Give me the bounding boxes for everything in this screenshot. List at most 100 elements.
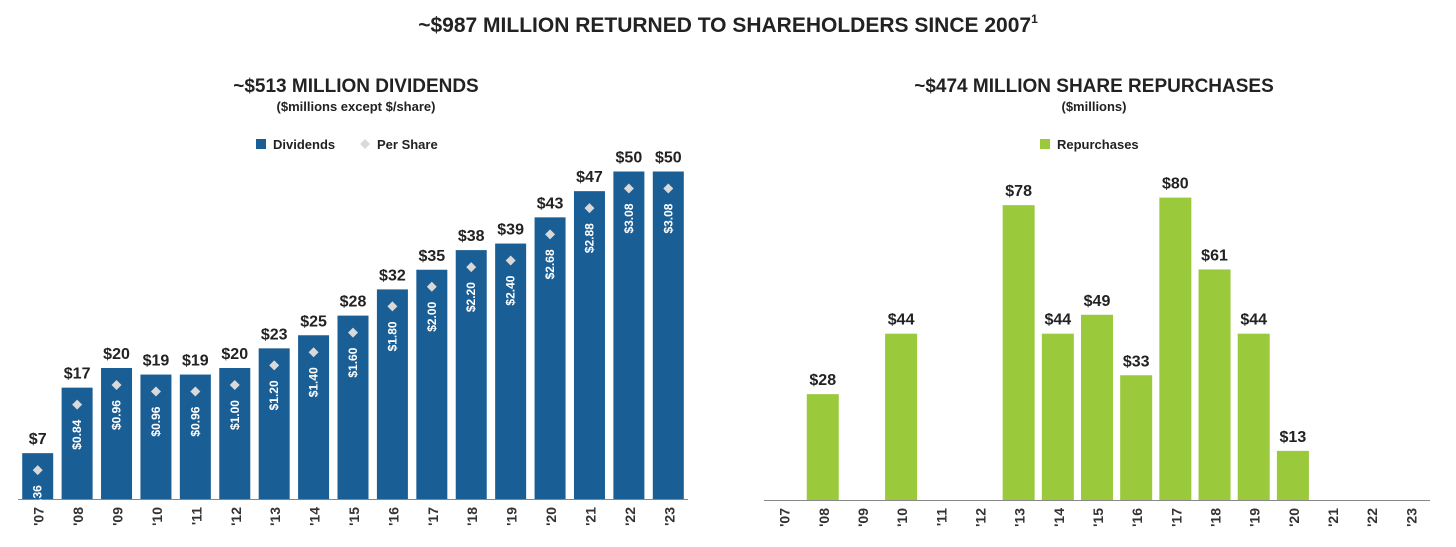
- x-tick-label: '21: [1325, 508, 1341, 527]
- bar-value-label: $80: [1162, 176, 1189, 193]
- x-tick-label: '20: [1286, 508, 1302, 527]
- bar: [1041, 333, 1074, 500]
- x-tick-label: '10: [149, 507, 165, 526]
- per-share-marker: [229, 380, 240, 390]
- bar: [495, 243, 527, 499]
- x-tick-label: '13: [1012, 508, 1028, 527]
- bar: [1120, 375, 1153, 500]
- per-share-marker: [111, 380, 122, 390]
- per-share-label: $3.08: [661, 203, 675, 233]
- bar: [1159, 197, 1192, 500]
- bar-value-label: $44: [1240, 312, 1267, 329]
- bar: [337, 315, 369, 499]
- chart-title: ~$513 MILLION DIVIDENDS: [233, 76, 478, 97]
- x-tick-label: '12: [972, 508, 988, 527]
- bar: [534, 217, 566, 499]
- per-share-label: $2.00: [425, 301, 439, 331]
- per-share-marker: [466, 262, 477, 273]
- per-share-marker: [623, 183, 634, 194]
- per-share-label: $1.40: [307, 367, 321, 397]
- x-tick-label: '23: [1403, 508, 1419, 527]
- bar-value-label: $39: [497, 222, 524, 239]
- bar: [1198, 269, 1231, 500]
- bar: [652, 171, 684, 499]
- legend-label-per-share: Per Share: [377, 137, 438, 152]
- bar: [885, 333, 918, 500]
- per-share-marker: [190, 386, 201, 397]
- dividends-chart: ~$513 MILLION DIVIDENDS ($millions except…: [18, 76, 688, 526]
- x-tick-label: '19: [1247, 508, 1263, 527]
- bar-value-label: $28: [809, 372, 836, 389]
- x-tick-label: '14: [307, 507, 323, 526]
- chart-subtitle: ($millions): [1061, 99, 1126, 114]
- repurchases-chart: ~$474 MILLION SHARE REPURCHASES ($million…: [764, 76, 1430, 527]
- x-tick-label: '10: [894, 508, 910, 527]
- bar-value-label: $19: [143, 353, 170, 370]
- bar-value-label: $17: [64, 366, 91, 383]
- bar: [298, 335, 330, 499]
- x-tick-label: '09: [855, 508, 871, 527]
- per-share-marker: [545, 229, 556, 240]
- bar-value-label: $32: [379, 267, 406, 284]
- per-share-label: $0.84: [70, 419, 84, 449]
- per-share-label: $0.36: [31, 485, 45, 515]
- x-tick-label: '07: [31, 507, 47, 526]
- bar-value-label: $50: [616, 150, 643, 167]
- per-share-marker: [426, 281, 437, 292]
- per-share-marker: [72, 399, 83, 410]
- per-share-label: $1.60: [346, 347, 360, 377]
- bar-value-label: $44: [888, 312, 915, 329]
- bar-value-label: $78: [1005, 183, 1032, 200]
- x-tick-label: '19: [504, 507, 520, 526]
- bar: [1002, 205, 1035, 500]
- x-tick-label: '22: [1364, 508, 1380, 527]
- per-share-marker: [269, 360, 280, 371]
- x-tick-label: '12: [228, 507, 244, 526]
- x-tick-label: '18: [464, 507, 480, 526]
- per-share-label: $2.40: [504, 275, 518, 305]
- per-share-label: $1.20: [267, 380, 281, 410]
- per-share-marker: [32, 465, 43, 476]
- bar: [455, 250, 487, 499]
- x-tick-label: '23: [661, 507, 677, 526]
- bar-value-label: $49: [1084, 293, 1111, 310]
- bar: [613, 171, 645, 499]
- per-share-marker: [308, 347, 319, 358]
- x-tick-label: '08: [816, 508, 832, 527]
- per-share-marker: [505, 255, 516, 266]
- x-tick-label: '11: [933, 508, 949, 526]
- per-share-label: $0.96: [110, 400, 124, 430]
- legend-swatch-dividends: [256, 139, 266, 149]
- x-tick-label: '22: [622, 507, 638, 526]
- x-tick-label: '15: [346, 507, 362, 526]
- bar-value-label: $35: [418, 248, 445, 265]
- bar: [416, 269, 448, 499]
- per-share-marker: [348, 327, 358, 338]
- per-share-label: $3.08: [622, 203, 636, 233]
- x-tick-label: '14: [1051, 508, 1067, 527]
- bar-value-label: $44: [1044, 312, 1071, 329]
- legend-swatch-per-share: [360, 139, 370, 149]
- x-tick-label: '15: [1090, 508, 1106, 527]
- x-tick-label: '21: [582, 507, 598, 526]
- x-tick-label: '17: [1168, 508, 1184, 527]
- bar: [22, 453, 54, 499]
- bar: [1081, 314, 1113, 500]
- x-tick-label: '11: [188, 507, 204, 525]
- x-tick-label: '13: [267, 507, 283, 526]
- per-share-marker: [387, 301, 398, 312]
- bar-value-label: $13: [1280, 429, 1307, 446]
- bar-value-label: $33: [1123, 353, 1150, 370]
- per-share-marker: [584, 203, 595, 214]
- bar-value-label: $7: [29, 431, 47, 448]
- x-tick-label: '20: [543, 507, 559, 526]
- x-tick-label: '09: [110, 507, 126, 526]
- bar-value-label: $50: [655, 150, 682, 167]
- per-share-label: $2.68: [543, 249, 557, 279]
- bar: [573, 191, 605, 499]
- bar: [376, 289, 408, 499]
- per-share-label: $2.88: [582, 223, 596, 253]
- page-title: ~$987 MILLION RETURNED TO SHAREHOLDERS S…: [418, 12, 1038, 37]
- bar-value-label: $25: [300, 313, 327, 330]
